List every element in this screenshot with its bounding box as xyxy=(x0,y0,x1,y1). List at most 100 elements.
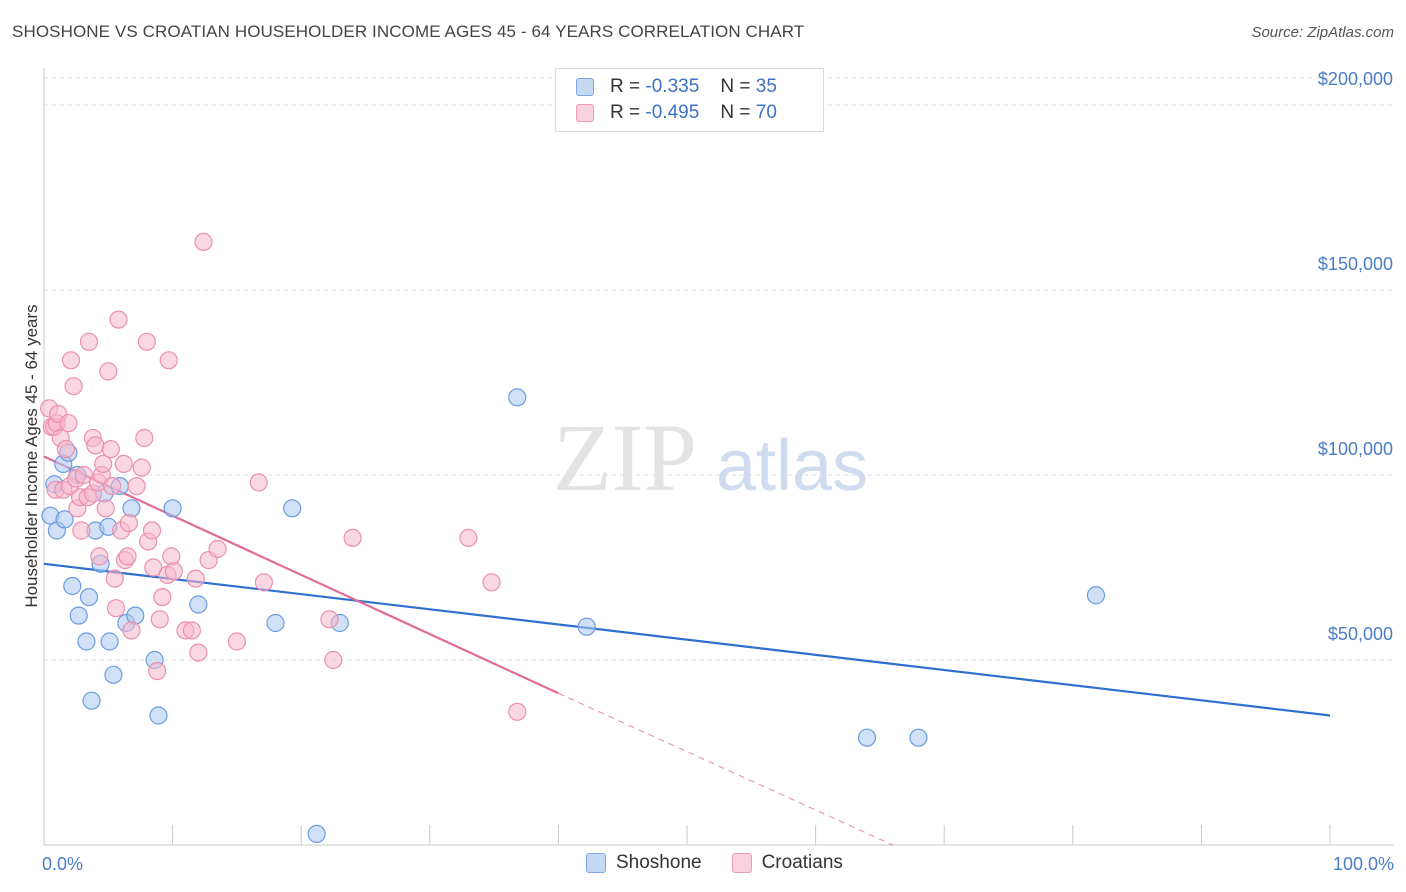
legend-n-value: 70 xyxy=(755,102,777,123)
point-shoshone-4 xyxy=(55,510,74,529)
point-croatians-55 xyxy=(182,621,201,640)
point-croatians-11 xyxy=(61,351,81,370)
point-croatians-51 xyxy=(159,351,178,370)
point-croatians-69 xyxy=(508,702,527,721)
point-shoshone-8 xyxy=(69,606,88,625)
x-tick-labels: 0.0% 100.0% xyxy=(42,854,1394,874)
y-tick-label-3: $200,000 xyxy=(1318,69,1393,89)
point-shoshone-30 xyxy=(508,388,527,407)
legend-n-label: N = xyxy=(720,102,751,123)
point-croatians-42 xyxy=(135,428,154,448)
point-shoshone-27 xyxy=(283,499,302,518)
series-swatch-croatians xyxy=(731,853,752,873)
point-shoshone-28 xyxy=(307,824,326,844)
point-croatians-37 xyxy=(118,547,137,566)
point-croatians-32 xyxy=(106,599,126,618)
point-croatians-45 xyxy=(142,521,162,540)
point-shoshone-16 xyxy=(100,632,119,651)
axes xyxy=(43,68,1394,846)
point-croatians-67 xyxy=(459,528,478,548)
point-croatians-39 xyxy=(122,621,141,640)
y-tick-labels: $50,000 $100,000 $150,000 $200,000 xyxy=(1318,69,1393,644)
point-croatians-17 xyxy=(74,465,93,485)
point-croatians-28 xyxy=(99,362,118,381)
point-croatians-35 xyxy=(114,454,133,473)
point-shoshone-34 xyxy=(1086,586,1106,605)
point-croatians-43 xyxy=(137,332,156,351)
point-croatians-30 xyxy=(103,477,122,496)
point-croatians-63 xyxy=(254,573,274,592)
series-label-croatians: Croatians xyxy=(761,852,843,873)
point-shoshone-32 xyxy=(857,728,877,747)
point-shoshone-6 xyxy=(63,576,82,596)
point-croatians-46 xyxy=(144,558,163,577)
series-label-shoshone: Shoshone xyxy=(616,852,702,873)
legend-n-value: 35 xyxy=(755,76,777,97)
point-croatians-8 xyxy=(56,440,75,459)
x-tick-label-min: 0.0% xyxy=(42,854,83,874)
point-croatians-62 xyxy=(249,473,268,492)
legend-r-label: R = xyxy=(610,76,641,97)
point-croatians-22 xyxy=(86,436,105,455)
point-shoshone-33 xyxy=(909,728,928,747)
point-croatians-65 xyxy=(324,650,343,670)
point-croatians-47 xyxy=(148,661,167,681)
watermark-zip: ZIP xyxy=(553,404,697,511)
point-shoshone-21 xyxy=(122,499,141,518)
series-legend: Shoshone Croatians xyxy=(586,852,873,874)
trend-lines xyxy=(43,455,1331,846)
point-croatians-24 xyxy=(90,547,109,566)
point-croatians-61 xyxy=(227,632,246,651)
point-croatians-33 xyxy=(109,310,128,329)
point-croatians-19 xyxy=(79,332,99,351)
point-shoshone-17 xyxy=(104,665,123,684)
point-croatians-27 xyxy=(96,499,115,518)
point-shoshone-25 xyxy=(189,595,208,614)
point-croatians-64 xyxy=(320,610,339,629)
x-tick-label-max: 100.0% xyxy=(1333,854,1394,874)
legend-n-label: N = xyxy=(720,76,751,97)
chart-title: SHOSHONE VS CROATIAN HOUSEHOLDER INCOME … xyxy=(12,22,805,41)
point-shoshone-11 xyxy=(82,691,101,710)
point-croatians-58 xyxy=(194,232,213,251)
point-croatians-29 xyxy=(101,440,120,459)
point-croatians-48 xyxy=(150,610,169,629)
trend-line-croatians xyxy=(43,455,559,695)
point-shoshone-23 xyxy=(149,706,168,725)
data-points xyxy=(40,232,1106,844)
watermark: ZIP atlas xyxy=(553,404,868,511)
legend-swatch-croatians xyxy=(576,104,594,122)
point-croatians-40 xyxy=(127,477,146,496)
watermark-atlas: atlas xyxy=(716,426,868,506)
point-shoshone-26 xyxy=(266,613,285,633)
y-tick-label-2: $150,000 xyxy=(1318,254,1393,274)
trend-line-ext-croatians xyxy=(558,692,894,846)
point-croatians-56 xyxy=(186,569,205,588)
legend-r-value: -0.335 xyxy=(645,76,700,97)
series-swatch-shoshone xyxy=(586,853,606,873)
point-croatians-12 xyxy=(64,377,83,396)
y-axis-label: Householder Income Ages 45 - 64 years xyxy=(22,304,41,607)
point-shoshone-9 xyxy=(77,632,96,651)
legend-r-label: R = xyxy=(610,102,641,123)
point-shoshone-24 xyxy=(163,499,182,518)
point-croatians-16 xyxy=(72,521,91,540)
point-shoshone-31 xyxy=(577,617,596,636)
legend-r-value: -0.495 xyxy=(645,102,700,123)
legend-swatch-shoshone xyxy=(576,78,594,96)
grid-lines xyxy=(44,77,1394,661)
point-croatians-57 xyxy=(189,643,208,662)
series-legend-croatians: Croatians xyxy=(731,852,843,874)
point-croatians-68 xyxy=(482,573,501,592)
point-croatians-60 xyxy=(208,539,227,559)
chart-source: Source: ZipAtlas.com xyxy=(1251,24,1394,41)
point-croatians-31 xyxy=(105,569,124,588)
series-legend-shoshone: Shoshone xyxy=(586,852,702,874)
point-croatians-26 xyxy=(94,454,113,473)
correlation-legend: R = -0.335 N = 35 R = -0.495 N = 70 xyxy=(555,68,824,132)
point-croatians-53 xyxy=(164,562,183,581)
y-tick-label-0: $50,000 xyxy=(1328,624,1393,644)
legend-row-shoshone: R = -0.335 N = 35 xyxy=(576,75,777,99)
point-croatians-66 xyxy=(343,528,362,548)
